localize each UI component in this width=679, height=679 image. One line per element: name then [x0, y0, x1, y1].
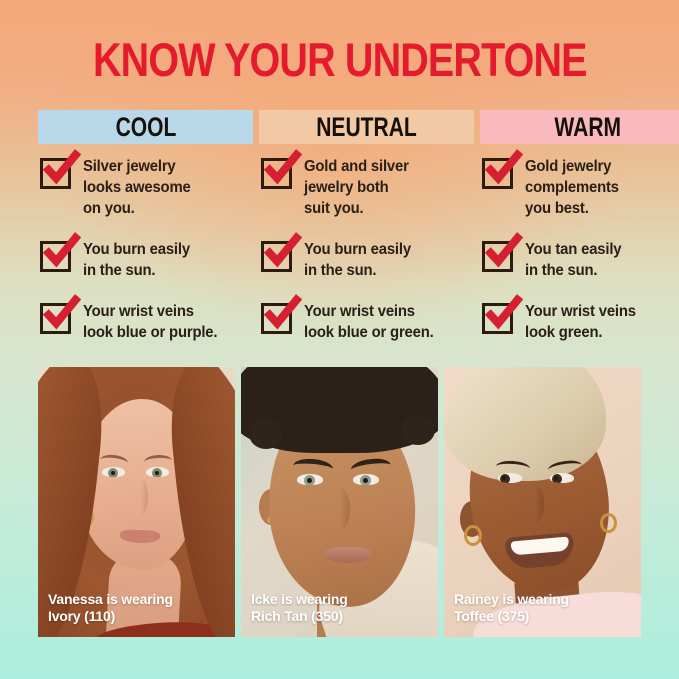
checkmark-icon: [484, 149, 524, 185]
checklist-item: You burn easily in the sun.: [259, 232, 474, 281]
checkmark-icon: [42, 149, 82, 185]
nose: [333, 489, 350, 529]
checklist-item: Silver jewelry looks awesome on you.: [38, 149, 253, 219]
checkmark-icon: [263, 232, 303, 268]
column-header-cool: COOL: [38, 110, 253, 144]
checklist-item-label: Your wrist veins look green.: [525, 303, 636, 341]
checklist-item-label: Gold and silver jewelry both suit you.: [304, 158, 409, 217]
undertone-columns: COOL Silver jewelry looks awesome on you…: [38, 110, 679, 343]
eye: [102, 467, 125, 477]
eye: [550, 473, 574, 483]
checklist-item-label: Your wrist veins look blue or purple.: [83, 303, 218, 341]
model-photos-row: Vanessa is wearing Ivory (110) Icke is w…: [38, 367, 641, 637]
column-header-label: COOL: [115, 111, 176, 142]
hair: [401, 415, 435, 445]
checkbox-icon: [40, 294, 82, 334]
checklist-item-label: You tan easily in the sun.: [525, 241, 622, 279]
column-warm: WARM Gold jewelry complements you best. …: [480, 110, 679, 343]
model-portrait-icke: [241, 367, 438, 637]
photo-caption: Rainey is wearing Toffee (375): [454, 591, 569, 624]
earring: [600, 513, 617, 533]
checklist-item: Gold jewelry complements you best.: [480, 149, 679, 219]
checklist-item-label: Your wrist veins look blue or green.: [304, 303, 434, 341]
checklist-item: Your wrist veins look blue or green.: [259, 294, 474, 343]
column-cool: COOL Silver jewelry looks awesome on you…: [38, 110, 253, 343]
eye: [353, 474, 379, 485]
photo-caption: Vanessa is wearing Ivory (110): [48, 591, 173, 624]
earring: [464, 525, 482, 546]
checkbox-icon: [482, 149, 524, 189]
eye: [297, 474, 323, 485]
column-header-warm: WARM: [480, 110, 679, 144]
checklist-item-label: You burn easily in the sun.: [304, 241, 411, 279]
hair: [444, 367, 606, 481]
column-header-label: NEUTRAL: [316, 111, 417, 142]
checklist-item: Your wrist veins look blue or purple.: [38, 294, 253, 343]
page-title-text: KNOW YOUR UNDERTONE: [92, 33, 587, 86]
checkbox-icon: [261, 232, 303, 272]
checklist-item-label: You burn easily in the sun.: [83, 241, 190, 279]
checkmark-icon: [42, 232, 82, 268]
model-photo-vanessa: Vanessa is wearing Ivory (110): [38, 367, 235, 637]
checklist-item: You tan easily in the sun.: [480, 232, 679, 281]
nose: [134, 479, 148, 515]
checkbox-icon: [261, 294, 303, 334]
checklist-item: Your wrist veins look green.: [480, 294, 679, 343]
checkmark-icon: [42, 294, 82, 330]
model-portrait-rainey: [444, 367, 641, 637]
checkbox-icon: [261, 149, 303, 189]
column-header-label: WARM: [554, 111, 621, 142]
model-portrait-vanessa: [38, 367, 235, 637]
checkbox-icon: [40, 232, 82, 272]
checkmark-icon: [484, 232, 524, 268]
eye: [146, 467, 169, 477]
column-neutral: NEUTRAL Gold and silver jewelry both sui…: [259, 110, 474, 343]
model-photo-rainey: Rainey is wearing Toffee (375): [444, 367, 641, 637]
checkbox-icon: [482, 232, 524, 272]
checkbox-icon: [40, 149, 82, 189]
page-title: KNOW YOUR UNDERTONE: [0, 34, 679, 86]
column-header-neutral: NEUTRAL: [259, 110, 474, 144]
hair: [249, 419, 283, 449]
checkmark-icon: [263, 149, 303, 185]
photo-caption: Icke is wearing Rich Tan (350): [251, 591, 348, 624]
checklist-item: You burn easily in the sun.: [38, 232, 253, 281]
checklist-item-label: Silver jewelry looks awesome on you.: [83, 158, 191, 217]
checkbox-icon: [482, 294, 524, 334]
nose: [528, 485, 544, 523]
eye: [498, 473, 522, 483]
checklist-item: Gold and silver jewelry both suit you.: [259, 149, 474, 219]
checklist-item-label: Gold jewelry complements you best.: [525, 158, 619, 217]
checkmark-icon: [263, 294, 303, 330]
checkmark-icon: [484, 294, 524, 330]
model-photo-icke: Icke is wearing Rich Tan (350): [241, 367, 438, 637]
lips: [325, 547, 371, 563]
